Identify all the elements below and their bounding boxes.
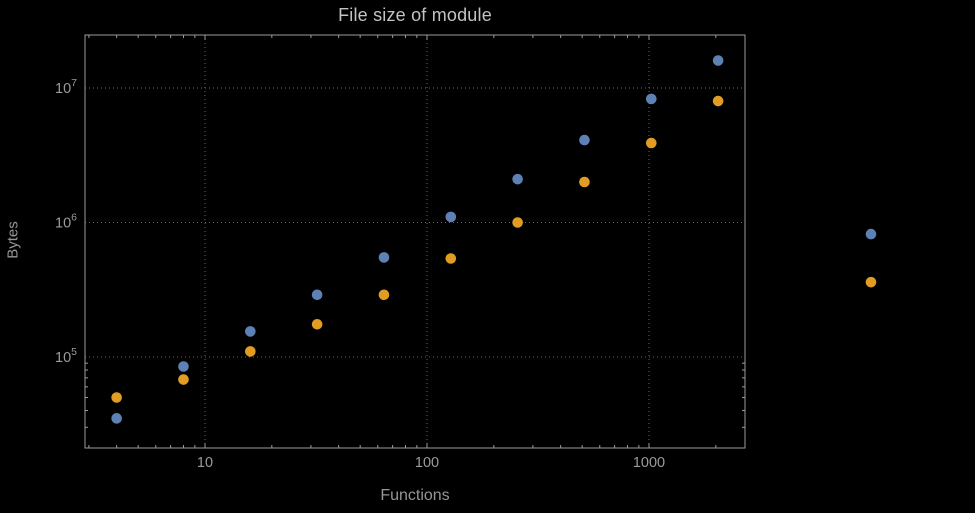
data-point [378, 289, 390, 301]
x-tick-label: 100 [415, 455, 439, 471]
y-tick-label: 106 [55, 212, 77, 232]
data-point [865, 276, 877, 288]
data-point [178, 361, 189, 372]
x-tick-label: 10 [197, 455, 213, 471]
data-point [512, 217, 523, 228]
data-point [445, 211, 457, 223]
chart-title: File size of module [338, 5, 492, 25]
data-point [111, 392, 122, 403]
data-point [245, 326, 256, 337]
gridlines [85, 35, 745, 448]
series-blue [111, 55, 877, 424]
data-point [445, 253, 457, 264]
data-point [865, 228, 877, 240]
tick-labels: 10 100 1000 105 106 107 [55, 77, 665, 471]
data-point [712, 55, 724, 66]
axis-ticks [85, 35, 745, 448]
data-point [579, 134, 590, 146]
data-point [378, 252, 390, 263]
data-point [712, 95, 724, 107]
data-point [645, 137, 657, 149]
data-point [512, 173, 523, 185]
plot-frame [84, 34, 746, 449]
y-tick-label: 107 [55, 77, 77, 97]
x-tick-label: 1000 [633, 455, 665, 471]
data-point [111, 413, 122, 424]
data-point [645, 93, 657, 105]
series-orange [111, 95, 877, 403]
data-point [311, 319, 323, 330]
data-point [178, 374, 189, 385]
y-tick-label: 105 [55, 346, 77, 366]
data-point [245, 346, 256, 357]
data-point [311, 289, 323, 301]
data-point [579, 176, 590, 188]
x-axis-label: Functions [380, 487, 450, 504]
